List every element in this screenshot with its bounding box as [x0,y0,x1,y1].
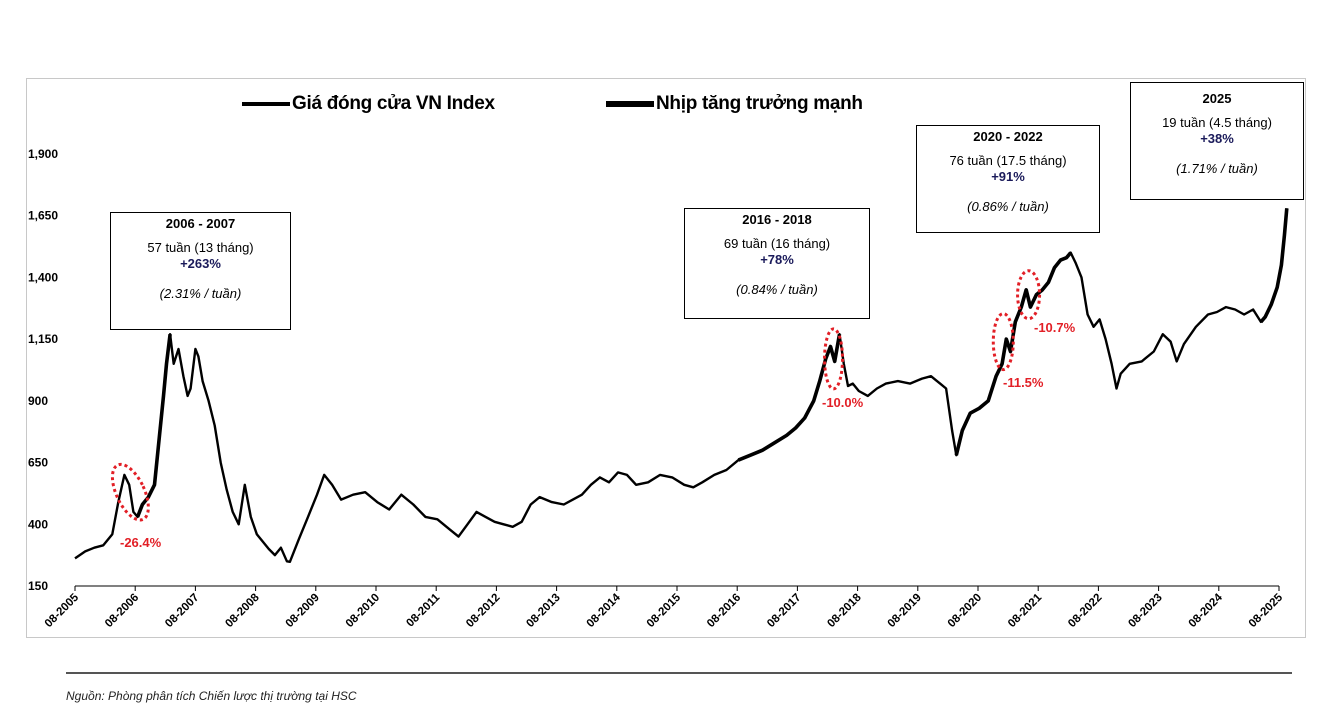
annotation-box-2006-2007: 2006 - 2007 57 tuần (13 tháng) +263% (2.… [110,212,291,330]
x-tick-label: 08-2015 [645,591,684,630]
x-tick-label: 08-2008 [223,591,262,630]
box-title: 2006 - 2007 [165,216,236,231]
y-tick-label: 900 [28,394,48,408]
box-rate: (2.31% / tuần) [159,286,242,301]
drawdown-label-2006: -26.4% [120,535,162,550]
y-tick-label: 1,150 [28,332,58,346]
x-tick-label: 08-2012 [464,592,502,630]
x-tick-label: 08-2021 [1006,591,1045,630]
footer-divider [66,672,1292,674]
box-gain: +263% [180,256,221,271]
box-duration: 19 tuần (4.5 tháng) [1162,115,1272,130]
drawdown-markers [110,269,1042,522]
box-duration: 57 tuần (13 tháng) [147,240,254,255]
box-title: 2020 - 2022 [973,129,1043,144]
drawdown-ellipse [1016,269,1042,321]
x-tick-label: 08-2011 [404,591,442,629]
box-gain: +91% [991,169,1025,184]
drawdown-label-2021: -11.5% [1003,375,1044,390]
x-tick-label: 08-2009 [284,592,322,630]
x-tick-label: 08-2010 [344,592,382,630]
x-tick-label: 08-2016 [705,592,743,630]
y-tick-label: 650 [28,456,48,470]
x-tick-label: 08-2023 [1126,592,1164,630]
x-tick-label: 08-2020 [946,592,984,630]
y-tick-label: 400 [28,517,48,531]
x-tick-label: 08-2024 [1187,591,1226,630]
y-axis: 150 400 650 900 1,150 1,400 1,650 1,900 [28,147,58,593]
box-title: 2025 [1202,91,1232,106]
box-duration: 69 tuần (16 tháng) [723,236,831,251]
annotation-box-2016-2018: 2016 - 2018 69 tuần (16 tháng) +78% (0.8… [684,208,870,319]
x-tick-label: 08-2025 [1247,591,1286,630]
y-tick-label: 1,900 [28,147,58,161]
box-title: 2016 - 2018 [742,212,812,227]
y-tick-label: 1,400 [28,270,58,284]
drawdown-label-2018: -10.0% [822,395,864,410]
x-tick-label: 08-2005 [43,591,82,630]
box-rate: (0.84% / tuần) [736,282,818,297]
x-tick-label: 08-2019 [886,592,924,630]
y-tick-label: 150 [28,579,48,593]
legend-label: Giá đóng cửa VN Index [292,93,495,114]
drawdown-label-2021b: -10.7% [1034,320,1076,335]
series-line-strong-growth [1259,208,1289,324]
series-line-strong-growth [737,333,842,462]
source-note: Nguồn: Phòng phân tích Chiến lược thị tr… [66,689,357,703]
box-rate: (0.86% / tuần) [967,199,1049,214]
drawdown-ellipse [110,462,150,522]
annotation-box-2025: 2025 19 tuần (4.5 tháng) +38% (1.71% / t… [1130,82,1304,200]
box-gain: +38% [1200,131,1234,146]
series-line-closing-price [74,208,1288,563]
box-gain: +78% [760,252,794,267]
x-tick-label: 08-2014 [585,591,624,630]
annotation-box-2020-2022: 2020 - 2022 76 tuần (17.5 tháng) +91% (0… [916,125,1100,233]
x-tick-label: 08-2006 [103,592,141,630]
legend-item-closing-price: Giá đóng cửa VN Index [242,93,495,115]
drawdown-ellipse [823,327,845,391]
y-tick-label: 1,650 [28,209,58,223]
drawdown-ellipse [991,312,1015,372]
legend-label: Nhịp tăng trưởng mạnh [656,93,863,114]
x-tick-label: 08-2022 [1066,592,1104,630]
x-tick-label: 08-2018 [825,591,864,630]
x-tick-label: 08-2007 [163,592,201,630]
legend-line-swatch [242,102,290,106]
legend-thick-line-swatch [606,101,654,107]
box-rate: (1.71% / tuần) [1176,161,1258,176]
series-line-strong-growth [954,251,1073,456]
chart-frame [26,78,1306,638]
x-tick-label: 08-2017 [765,592,803,630]
series-layer [74,208,1289,563]
x-axis: 08-2005 08-2006 08-2007 08-2008 08-2009 08-20… [43,585,1286,630]
x-tick-label: 08-2013 [524,592,562,630]
box-duration: 76 tuần (17.5 tháng) [949,153,1067,168]
legend-item-strong-growth: Nhịp tăng trưởng mạnh [606,93,863,115]
series-line-strong-growth [135,333,172,518]
